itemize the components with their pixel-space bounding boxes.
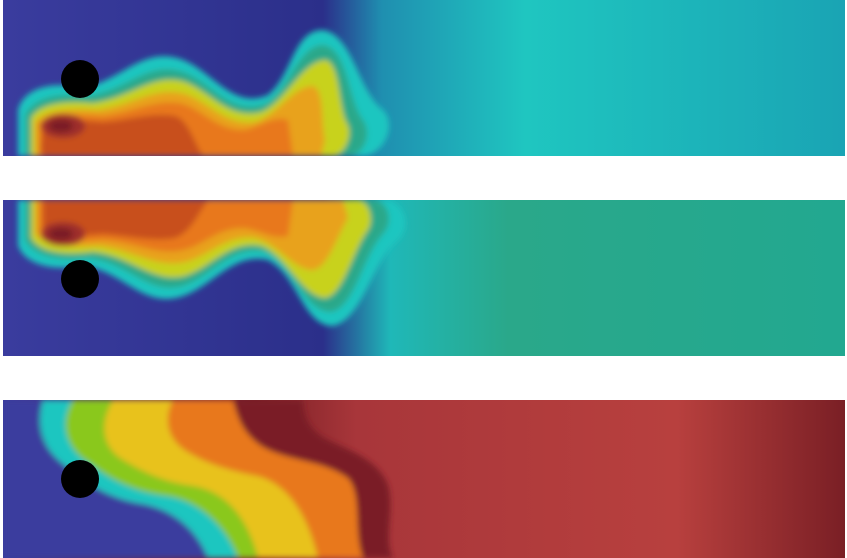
simulation-panel-2 <box>3 200 845 356</box>
contour-field-2 <box>3 200 845 356</box>
simulation-panel-3 <box>3 400 845 558</box>
cylinder-obstacle <box>61 460 99 498</box>
cylinder-obstacle <box>61 60 99 98</box>
cylinder-obstacle <box>61 260 99 298</box>
simulation-panel-1 <box>3 0 845 156</box>
contour-field-3 <box>3 400 845 558</box>
contour-field-1 <box>3 0 845 156</box>
